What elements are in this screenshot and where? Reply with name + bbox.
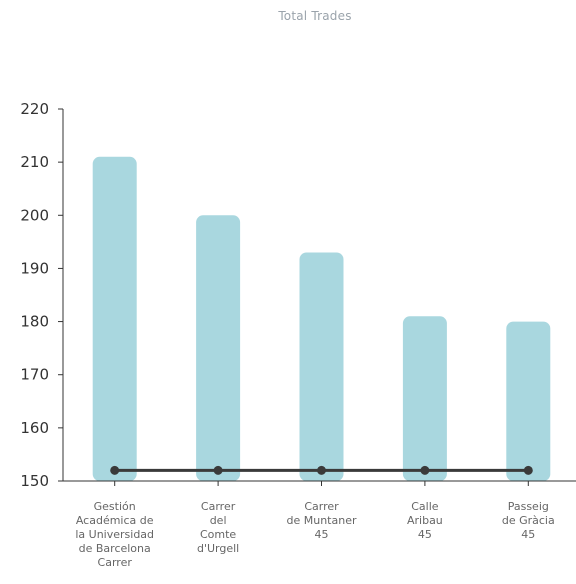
x-axis: Gestión Académica de la Universidad de Barc… (63, 480, 576, 569)
x-tick-label: Gestión Académica de la Universidad de Barc… (75, 500, 154, 569)
x-tick-label: Carrer de Muntaner 45 (287, 500, 357, 541)
bar (506, 321, 551, 481)
line-point (213, 465, 223, 475)
x-tick-label-line: de Muntaner (287, 514, 357, 527)
y-tick-label: 220 (20, 100, 49, 118)
x-tick-label-line: Carrer (304, 500, 339, 513)
y-tick-label: 180 (20, 313, 49, 331)
x-tick-label-line: Aribau (407, 514, 443, 527)
y-tick-label: 190 (20, 259, 49, 277)
x-tick-label-line: de Barcelona (79, 542, 151, 555)
y-axis: 150 160 170 180 190 200 210 220 (20, 100, 64, 490)
x-tick-label-line: Passeig (508, 500, 549, 513)
x-tick-label: Calle Aribau 45 (407, 500, 443, 541)
bar (196, 215, 241, 482)
line-point (523, 465, 533, 475)
x-tick-label-line: 45 (315, 528, 329, 541)
y-tick-label: 210 (20, 153, 49, 171)
x-tick-label: Passeig de Gràcia 45 (502, 500, 555, 541)
bar (402, 316, 447, 481)
bar (299, 252, 344, 481)
x-tick-label-line: 45 (521, 528, 535, 541)
x-tick-label-line: 45 (418, 528, 432, 541)
x-tick-label-line: Calle (411, 500, 439, 513)
chart-title: Total Trades (278, 9, 352, 23)
x-tick-label-line: la Universidad (75, 528, 154, 541)
x-tick-label-line: Académica de (76, 514, 154, 527)
x-tick-label-line: de Gràcia (502, 514, 555, 527)
line-layer (110, 465, 533, 475)
x-tick-label-line: Comte (200, 528, 236, 541)
x-tick-label-line: Gestión (94, 500, 136, 513)
x-tick-label-line: del (210, 514, 227, 527)
x-tick-label-line: Carrer (201, 500, 236, 513)
x-tick-label-line: Carrer (98, 556, 133, 569)
line-point (420, 465, 430, 475)
bars-layer (92, 156, 551, 482)
x-tick-label: Carrer del Comte d'Urgell (197, 500, 239, 555)
y-tick-label: 160 (20, 419, 49, 437)
line-point (110, 465, 120, 475)
bar (92, 156, 137, 482)
x-tick-label-line: d'Urgell (197, 542, 239, 555)
y-tick-label: 150 (20, 472, 49, 490)
y-tick-label: 170 (20, 366, 49, 384)
line-point (317, 465, 326, 475)
y-tick-label: 200 (20, 206, 49, 224)
